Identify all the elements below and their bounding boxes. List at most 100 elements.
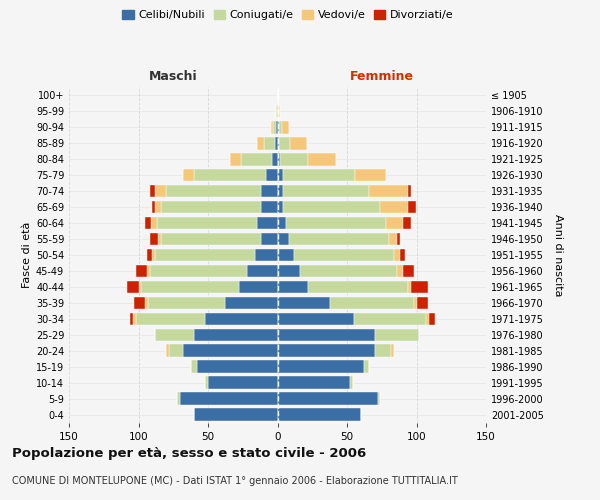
Bar xyxy=(255,249,277,261)
Bar xyxy=(157,217,257,230)
Bar xyxy=(155,185,166,198)
Bar xyxy=(276,105,277,118)
Bar xyxy=(277,153,280,166)
Bar xyxy=(377,392,380,405)
Bar xyxy=(149,185,155,198)
Bar xyxy=(355,169,386,181)
Bar xyxy=(148,296,224,309)
Bar xyxy=(277,344,375,357)
Bar xyxy=(277,296,331,309)
Text: COMUNE DI MONTELUPONE (MC) - Dati ISTAT 1° gennaio 2006 - Elaborazione TUTTITALI: COMUNE DI MONTELUPONE (MC) - Dati ISTAT … xyxy=(12,476,458,486)
Bar xyxy=(300,264,397,277)
Bar xyxy=(261,185,277,198)
Bar xyxy=(354,312,426,325)
Bar xyxy=(155,201,161,213)
Bar xyxy=(149,233,158,245)
Bar xyxy=(277,264,300,277)
Bar xyxy=(397,264,403,277)
Bar xyxy=(194,408,277,420)
Bar xyxy=(183,169,194,181)
Bar xyxy=(408,280,411,293)
Bar xyxy=(281,121,289,134)
Bar xyxy=(414,296,416,309)
Bar xyxy=(277,201,283,213)
Bar xyxy=(145,296,148,309)
Bar xyxy=(429,312,434,325)
Bar xyxy=(375,344,391,357)
Bar xyxy=(208,376,277,389)
Bar xyxy=(277,105,279,118)
Bar xyxy=(369,185,408,198)
Bar xyxy=(389,233,397,245)
Bar xyxy=(261,233,277,245)
Text: Popolazione per età, sesso e stato civile - 2006: Popolazione per età, sesso e stato civil… xyxy=(12,448,366,460)
Bar xyxy=(183,344,277,357)
Bar xyxy=(275,137,277,149)
Bar xyxy=(277,280,308,293)
Bar xyxy=(263,137,275,149)
Bar xyxy=(149,264,247,277)
Bar xyxy=(400,249,406,261)
Bar xyxy=(308,153,336,166)
Bar xyxy=(386,217,403,230)
Bar xyxy=(294,249,394,261)
Bar xyxy=(426,312,429,325)
Bar xyxy=(141,280,239,293)
Bar xyxy=(139,280,141,293)
Bar xyxy=(308,280,408,293)
Bar xyxy=(161,233,261,245)
Bar xyxy=(397,233,400,245)
Bar xyxy=(191,360,197,373)
Bar xyxy=(364,360,369,373)
Bar xyxy=(145,217,151,230)
Text: Femmine: Femmine xyxy=(350,70,414,82)
Bar xyxy=(230,153,241,166)
Bar xyxy=(224,296,277,309)
Y-axis label: Fasce di età: Fasce di età xyxy=(22,222,32,288)
Bar xyxy=(158,233,161,245)
Bar xyxy=(279,105,280,118)
Bar xyxy=(391,344,394,357)
Bar xyxy=(286,217,386,230)
Text: Maschi: Maschi xyxy=(149,70,197,82)
Bar xyxy=(152,201,155,213)
Bar xyxy=(277,360,364,373)
Bar xyxy=(290,137,307,149)
Bar xyxy=(241,153,272,166)
Bar xyxy=(277,376,350,389)
Bar xyxy=(289,233,389,245)
Bar xyxy=(375,328,419,341)
Bar xyxy=(350,376,353,389)
Bar xyxy=(277,233,289,245)
Bar xyxy=(277,169,283,181)
Y-axis label: Anni di nascita: Anni di nascita xyxy=(553,214,563,296)
Bar xyxy=(147,264,149,277)
Bar xyxy=(394,249,400,261)
Bar xyxy=(197,360,277,373)
Bar xyxy=(272,153,277,166)
Bar xyxy=(136,264,147,277)
Bar xyxy=(277,217,286,230)
Bar xyxy=(411,280,428,293)
Bar xyxy=(276,121,277,134)
Bar xyxy=(277,328,375,341)
Bar xyxy=(147,249,152,261)
Bar xyxy=(194,169,266,181)
Bar xyxy=(136,312,205,325)
Bar xyxy=(155,249,255,261)
Bar xyxy=(130,312,133,325)
Bar xyxy=(277,408,361,420)
Bar xyxy=(155,328,194,341)
Bar xyxy=(166,344,169,357)
Bar xyxy=(205,312,277,325)
Bar xyxy=(257,137,263,149)
Bar xyxy=(127,280,139,293)
Bar xyxy=(331,296,414,309)
Bar xyxy=(134,296,145,309)
Bar xyxy=(277,312,354,325)
Bar xyxy=(416,296,428,309)
Bar xyxy=(133,312,136,325)
Bar xyxy=(277,392,377,405)
Legend: Celibi/Nubili, Coniugati/e, Vedovi/e, Divorziati/e: Celibi/Nubili, Coniugati/e, Vedovi/e, Di… xyxy=(118,6,458,25)
Bar xyxy=(169,344,183,357)
